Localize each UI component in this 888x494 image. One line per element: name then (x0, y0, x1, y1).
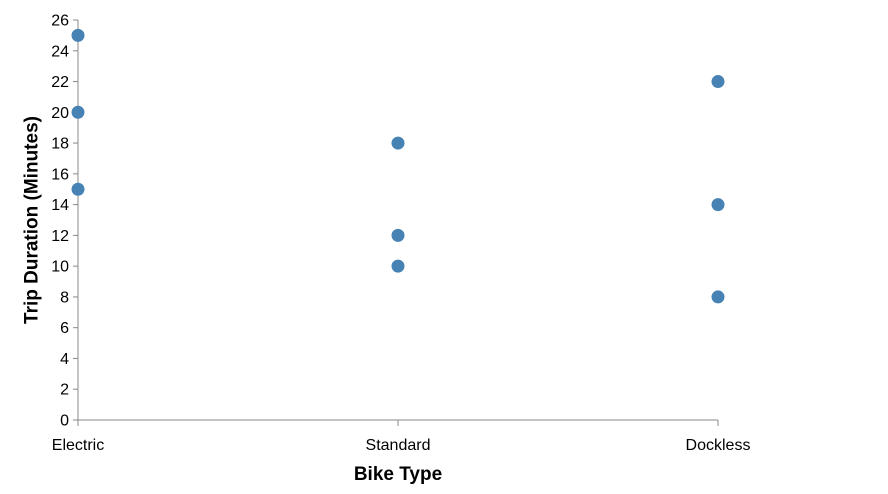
data-point (71, 28, 85, 42)
data-point (71, 105, 85, 119)
data-points (71, 28, 725, 304)
data-point (71, 182, 85, 196)
y-tick-label: 10 (51, 259, 69, 276)
y-tick-label: 24 (51, 43, 69, 60)
y-tick-label: 18 (51, 136, 69, 153)
y-tick-label: 20 (51, 105, 69, 122)
x-axis-title: Bike Type (354, 464, 442, 485)
data-point (711, 290, 725, 304)
y-tick-label: 6 (60, 320, 69, 337)
data-point (711, 75, 725, 89)
data-point (711, 198, 725, 212)
x-tick-label: Dockless (686, 437, 751, 454)
y-tick-label: 12 (51, 228, 69, 245)
x-axis: Electric Standard Dockless (52, 419, 751, 454)
data-point (391, 259, 405, 273)
data-point (391, 136, 405, 150)
y-tick-label: 22 (51, 74, 69, 91)
x-tick-label: Standard (366, 437, 431, 454)
data-point (391, 228, 405, 242)
y-tick-label: 8 (60, 289, 69, 306)
y-tick-label: 16 (51, 166, 69, 183)
y-tick-label: 26 (51, 13, 69, 30)
y-axis-title: Trip Duration (Minutes) (22, 116, 43, 324)
y-tick-label: 4 (60, 351, 69, 368)
y-tick-label: 0 (60, 413, 69, 430)
y-tick-label: 14 (51, 197, 69, 214)
y-tick-label: 2 (60, 382, 69, 399)
x-tick-label: Electric (52, 437, 104, 454)
